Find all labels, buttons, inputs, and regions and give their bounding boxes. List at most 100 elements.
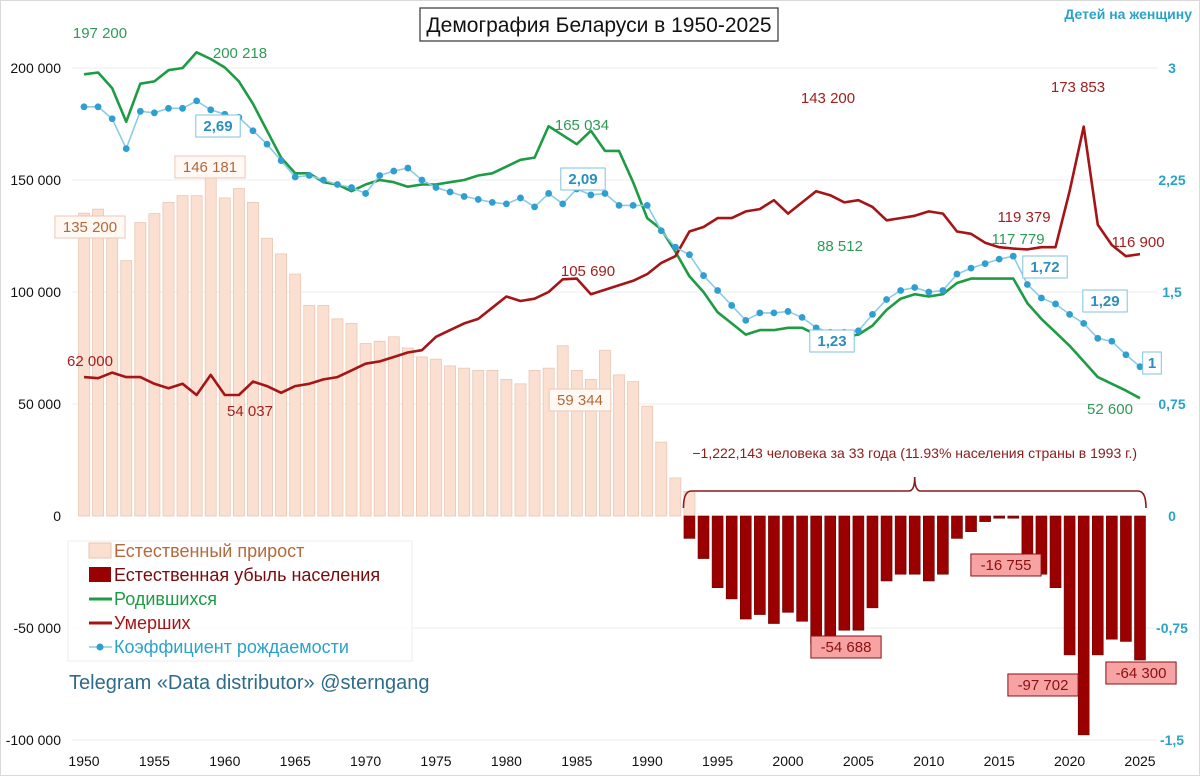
fertility-point (404, 164, 412, 172)
bar-growth (556, 345, 569, 517)
data-label: -54 688 (810, 635, 882, 659)
y2-tick-label: 1,5 (1162, 284, 1182, 300)
fertility-point (728, 302, 736, 309)
bar-decline (852, 515, 865, 631)
data-label-text: 200 218 (213, 45, 267, 62)
legend-swatch-decline (89, 567, 111, 582)
deaths-line (83, 125, 1141, 397)
data-label-text: 62 000 (67, 353, 113, 370)
fertility-point (995, 255, 1003, 263)
fertility-point (474, 196, 482, 203)
bar-growth (134, 222, 147, 517)
bar-decline (923, 515, 935, 582)
bar-decline (993, 515, 1005, 519)
data-label-text: 1 (1148, 355, 1156, 372)
data-label-text: -97 702 (1018, 677, 1069, 694)
bar-decline (810, 515, 822, 644)
legend-label-deaths: Умерших (114, 613, 191, 633)
x-tick-label: 2020 (1054, 753, 1085, 769)
data-label-box (970, 553, 1042, 577)
legend-item-decline[interactable]: Естественная убыль населения (89, 565, 380, 585)
y2-tick-label: 0 (1168, 508, 1176, 524)
fertility-point (151, 109, 158, 117)
bar-growth (120, 260, 133, 517)
data-label-text: 173 853 (1051, 79, 1105, 96)
bar-growth (669, 477, 682, 517)
bar-decline (838, 515, 851, 631)
bar-growth (162, 201, 175, 517)
axes-group: -100 000 -50 000 0 50 000 100 000 150 000 200 … (6, 60, 1188, 769)
bar-decline (866, 515, 879, 609)
fertility-point (1080, 319, 1088, 327)
bar-decline (937, 515, 949, 575)
legend: Естественный прирост Естественная убыль … (67, 540, 413, 662)
data-label: 116 900 (1111, 234, 1164, 251)
bar-growth (92, 208, 104, 517)
data-label: 200 218 (213, 45, 267, 62)
data-label: 88 512 (817, 238, 863, 255)
bar-growth (247, 201, 259, 517)
y-tick-label: 150 000 (10, 172, 61, 188)
fertility-point (784, 308, 792, 315)
y-tick-label: 0 (53, 508, 61, 524)
bar-growth (148, 213, 161, 517)
data-label: 62 000 (67, 353, 113, 370)
bar-growth (500, 378, 513, 517)
bar-decline (979, 515, 991, 522)
fertility-point (911, 284, 919, 291)
bar-growth (655, 441, 668, 517)
fertility-point (953, 270, 961, 278)
fertility-point (671, 243, 679, 251)
fertility-point (643, 201, 651, 209)
data-label-text: 1,23 (817, 333, 846, 350)
bar-growth (542, 367, 555, 517)
data-label: 2,09 (560, 167, 606, 191)
bar-decline (1120, 515, 1132, 642)
bar-decline (796, 515, 808, 622)
data-label-box (548, 388, 612, 412)
bar-growth (387, 336, 400, 517)
bar-decline (683, 515, 696, 539)
fertility-point (460, 193, 468, 200)
data-label: 1,23 (809, 329, 855, 353)
data-label: 135 200 (54, 215, 126, 239)
bar-decline (951, 515, 963, 539)
legend-item-deaths[interactable]: Умерших (89, 613, 191, 633)
data-label-text: -54 688 (821, 639, 872, 656)
data-label-text: 105 690 (561, 263, 615, 280)
legend-swatch-fertility-marker (96, 643, 104, 651)
legend-item-births[interactable]: Родившихся (89, 589, 217, 609)
bar-growth (613, 374, 625, 517)
fertility-point (798, 313, 806, 321)
data-label: -64 300 (1105, 661, 1177, 685)
lines-group (80, 51, 1144, 400)
data-label-text: 119 379 (997, 209, 1050, 226)
bar-growth (458, 367, 471, 517)
fertility-point (503, 200, 510, 208)
fertility-point (897, 287, 905, 294)
fertility-point (531, 203, 538, 211)
fertility-point (319, 176, 327, 184)
legend-label-decline: Естественная убыль населения (114, 565, 380, 585)
data-label-box (54, 215, 126, 239)
bar-decline (1021, 515, 1034, 554)
fertility-point (362, 190, 369, 197)
brace-annotation: −1,222,143 человека за 33 года (11.93% н… (682, 445, 1147, 509)
fertility-point (418, 176, 426, 184)
bar-growth (78, 212, 90, 517)
fertility-point (601, 190, 609, 197)
data-label-text: 1,72 (1030, 259, 1059, 276)
y2-tick-label: 3 (1168, 60, 1176, 76)
y2-tick-label: -0,75 (1156, 620, 1188, 636)
fertility-point (939, 287, 947, 294)
x-tick-label: 1990 (632, 753, 663, 769)
fertility-point (1122, 351, 1130, 359)
legend-item-fertility[interactable]: Коэффициент рождаемости (89, 637, 349, 657)
data-label-box (1022, 255, 1068, 279)
fertility-point (517, 194, 524, 202)
bar-decline (880, 515, 893, 582)
legend-item-growth[interactable]: Естественный прирост (88, 541, 304, 561)
bars-group (78, 170, 1146, 736)
bar-growth (261, 237, 273, 517)
bar-growth (584, 378, 597, 517)
